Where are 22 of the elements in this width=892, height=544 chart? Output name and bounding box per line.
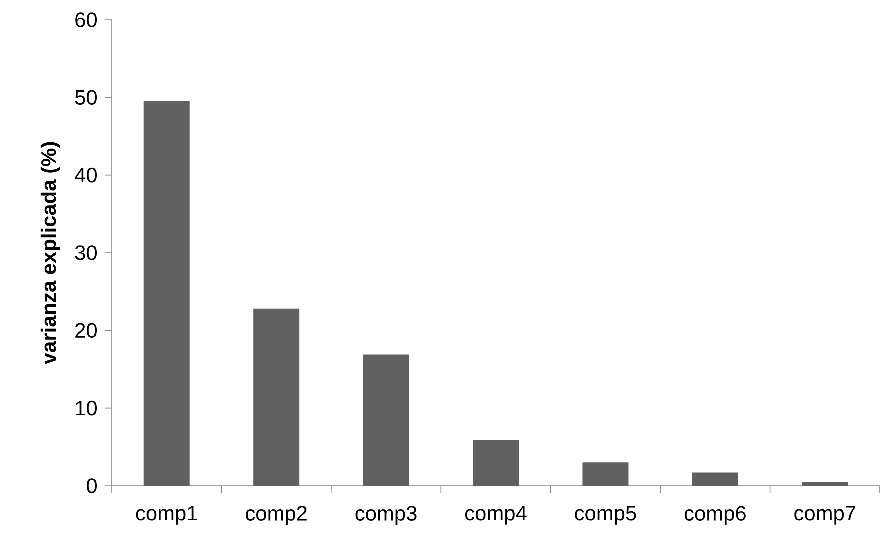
bar bbox=[802, 482, 848, 486]
y-tick-label: 60 bbox=[76, 12, 98, 28]
y-tick-label: 0 bbox=[87, 478, 98, 494]
bar bbox=[254, 308, 300, 486]
y-tick-label: 40 bbox=[75, 168, 98, 183]
x-tick-label: comp1 bbox=[136, 506, 198, 525]
x-tick-label: comp7 bbox=[794, 506, 856, 525]
x-tick-label: comp6 bbox=[684, 506, 746, 526]
x-tick-label: comp3 bbox=[356, 506, 417, 526]
y-tick-label: 20 bbox=[76, 323, 98, 338]
y-tick-label: 10 bbox=[76, 400, 98, 416]
x-tick-label: comp2 bbox=[246, 506, 307, 526]
bar bbox=[144, 102, 190, 486]
y-axis-title: varianza explicada (%) bbox=[40, 142, 60, 365]
bar bbox=[363, 354, 410, 486]
bar bbox=[473, 440, 520, 486]
y-tick-label: 50 bbox=[75, 90, 98, 106]
bar bbox=[582, 462, 629, 486]
x-tick-label: comp4 bbox=[466, 506, 527, 525]
x-tick-label: comp5 bbox=[575, 506, 636, 525]
bar bbox=[692, 472, 738, 486]
y-tick-label: 30 bbox=[75, 246, 98, 260]
